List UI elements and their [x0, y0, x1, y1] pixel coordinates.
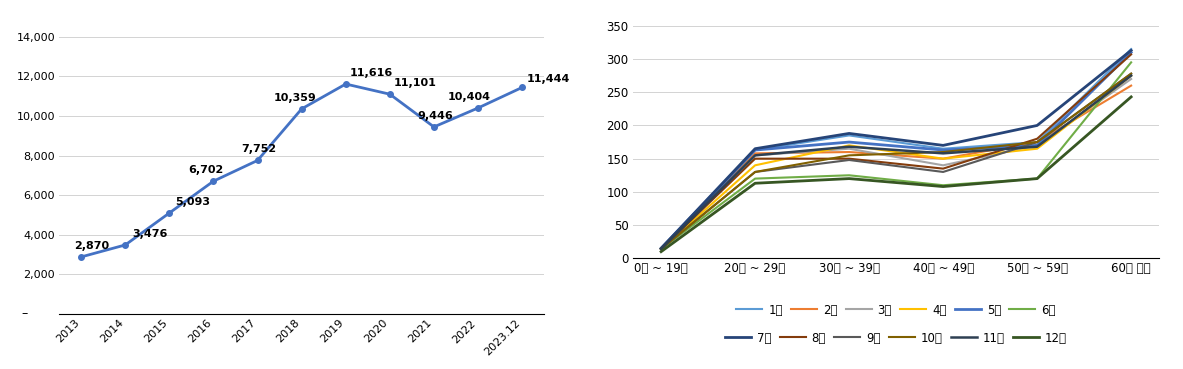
- 6월: [748, 176, 762, 181]
- 1월: [654, 246, 668, 251]
- 7월: [936, 143, 950, 148]
- 3월: [654, 246, 668, 251]
- 4월: [748, 163, 762, 168]
- Line: 7월: 7월: [661, 51, 1131, 248]
- 12월: [936, 184, 950, 189]
- 10월: [1030, 140, 1045, 144]
- 2월: [1124, 83, 1138, 88]
- 10월: [936, 150, 950, 154]
- 9월: [842, 158, 856, 162]
- 6월: [1030, 176, 1045, 181]
- 10월: [1124, 72, 1138, 76]
- 5월: [1124, 50, 1138, 55]
- Line: 8월: 8월: [661, 54, 1131, 249]
- 10월: [748, 170, 762, 174]
- 8월: [1124, 52, 1138, 56]
- Text: –: –: [21, 307, 27, 320]
- Text: 11,101: 11,101: [394, 78, 437, 88]
- 1월: [936, 146, 950, 151]
- 4월: [936, 156, 950, 161]
- 8월: [654, 247, 668, 251]
- Line: 3월: 3월: [661, 79, 1131, 248]
- Line: 11월: 11월: [661, 76, 1131, 249]
- Line: 9월: 9월: [661, 74, 1131, 249]
- Legend: 7월, 8월, 9월, 10월, 11월, 12월: 7월, 8월, 9월, 10월, 11월, 12월: [720, 327, 1072, 349]
- Text: 10,404: 10,404: [447, 92, 491, 101]
- 4월: [654, 247, 668, 251]
- 4월: [842, 143, 856, 148]
- Line: 12월: 12월: [661, 97, 1131, 252]
- 3월: [842, 146, 856, 151]
- Text: 9,446: 9,446: [418, 111, 453, 121]
- 2월: [842, 150, 856, 154]
- Line: 10월: 10월: [661, 74, 1131, 249]
- 11월: [936, 151, 950, 156]
- 6월: [654, 247, 668, 251]
- 2월: [936, 156, 950, 161]
- 7월: [748, 146, 762, 151]
- Text: 6,702: 6,702: [188, 165, 224, 175]
- Line: 6월: 6월: [661, 62, 1131, 249]
- 6월: [1124, 60, 1138, 65]
- 8월: [748, 156, 762, 161]
- 2월: [748, 151, 762, 156]
- 2월: [654, 246, 668, 251]
- Text: 3,476: 3,476: [132, 229, 168, 239]
- 10월: [654, 247, 668, 251]
- 12월: [1124, 95, 1138, 99]
- 11월: [654, 247, 668, 251]
- Text: 10,359: 10,359: [274, 93, 317, 103]
- Text: 11,616: 11,616: [350, 68, 393, 78]
- 9월: [654, 247, 668, 251]
- 10월: [842, 153, 856, 158]
- 12월: [654, 249, 668, 254]
- 9월: [1124, 72, 1138, 76]
- 8월: [1030, 137, 1045, 141]
- 8월: [842, 156, 856, 161]
- 9월: [1030, 140, 1045, 144]
- 9월: [748, 170, 762, 174]
- 11월: [1030, 145, 1045, 149]
- 3월: [1124, 77, 1138, 81]
- 1월: [748, 148, 762, 152]
- Line: 5월: 5월: [661, 52, 1131, 248]
- 5월: [842, 140, 856, 144]
- 9월: [936, 170, 950, 174]
- 8월: [936, 166, 950, 171]
- 1월: [1124, 47, 1138, 51]
- Text: 2,870: 2,870: [75, 241, 109, 251]
- 6월: [842, 173, 856, 177]
- 3월: [748, 153, 762, 158]
- 5월: [1030, 143, 1045, 148]
- 4월: [1124, 73, 1138, 78]
- Text: 11,444: 11,444: [526, 74, 570, 84]
- 5월: [936, 148, 950, 152]
- Text: 5,093: 5,093: [175, 197, 209, 207]
- 4월: [1030, 146, 1045, 151]
- 12월: [842, 176, 856, 181]
- 7월: [1124, 48, 1138, 53]
- 11월: [842, 145, 856, 149]
- 7월: [1030, 123, 1045, 128]
- 1월: [1030, 140, 1045, 144]
- Line: 4월: 4월: [661, 76, 1131, 249]
- 7월: [842, 131, 856, 136]
- Line: 2월: 2월: [661, 86, 1131, 248]
- 3월: [936, 163, 950, 168]
- 12월: [748, 181, 762, 186]
- 3월: [1030, 143, 1045, 148]
- Text: 7,752: 7,752: [241, 144, 276, 154]
- 6월: [936, 183, 950, 187]
- Line: 1월: 1월: [661, 49, 1131, 248]
- 7월: [654, 246, 668, 251]
- 11월: [1124, 73, 1138, 78]
- 5월: [654, 246, 668, 251]
- 12월: [1030, 176, 1045, 181]
- 11월: [748, 153, 762, 158]
- 5월: [748, 148, 762, 152]
- 1월: [842, 133, 856, 138]
- 2월: [1030, 140, 1045, 144]
